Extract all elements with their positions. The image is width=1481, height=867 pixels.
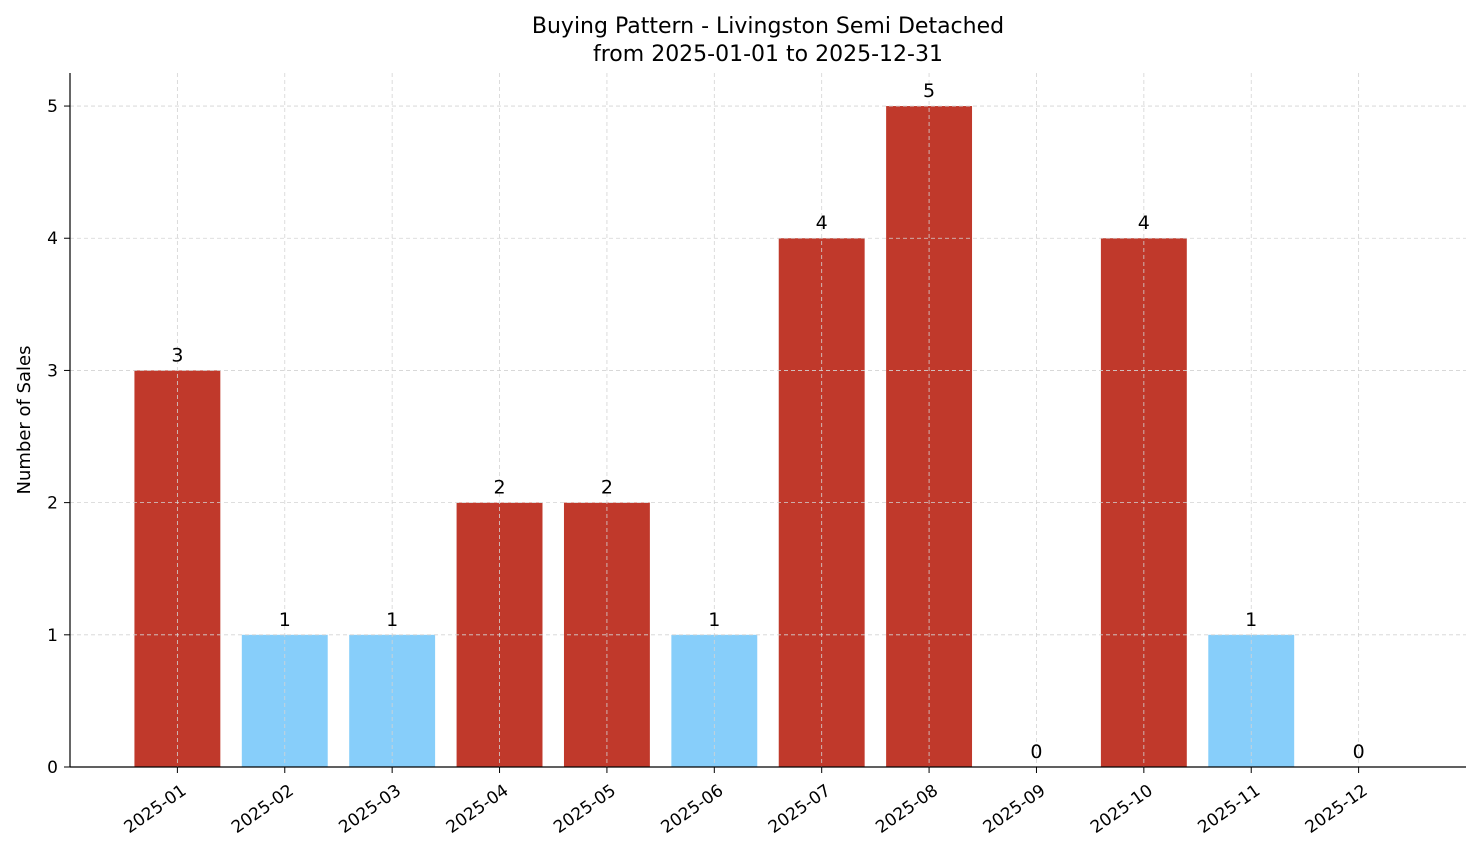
y-tick-label: 2 (47, 494, 58, 514)
x-tick-label: 2025-01 (121, 781, 191, 838)
data-label-2025-09: 0 (1030, 741, 1042, 763)
x-tick-label: 2025-06 (658, 781, 728, 838)
y-tick-label: 5 (47, 97, 58, 117)
y-tick-label: 3 (47, 361, 58, 381)
bar-2025-08 (886, 106, 973, 768)
x-tick-label: 2025-12 (1302, 781, 1372, 838)
x-tick-label: 2025-04 (443, 781, 513, 838)
data-label-2025-08: 5 (923, 80, 935, 102)
x-tick-label: 2025-08 (872, 781, 942, 838)
y-tick-label: 1 (47, 626, 58, 646)
y-axis-label: Number of Sales (14, 345, 35, 494)
data-label-2025-07: 4 (816, 212, 828, 234)
x-tick-label: 2025-05 (550, 781, 620, 838)
data-labels: 3 1 1 2 2 1 4 5 0 4 1 0 (171, 80, 1364, 763)
data-label-2025-06: 1 (708, 609, 720, 631)
data-label-2025-02: 1 (279, 609, 291, 631)
data-label-2025-11: 1 (1245, 609, 1257, 631)
x-tick-label: 2025-03 (335, 781, 405, 838)
data-label-2025-10: 4 (1138, 212, 1150, 234)
data-label-2025-04: 2 (493, 477, 505, 499)
data-label-2025-05: 2 (601, 477, 613, 499)
data-label-2025-12: 0 (1353, 741, 1365, 763)
y-tick-label: 4 (47, 229, 58, 249)
y-tick-label: 0 (47, 758, 58, 778)
bars (134, 106, 1295, 768)
data-label-2025-03: 1 (386, 609, 398, 631)
x-tick-label: 2025-02 (228, 781, 298, 838)
x-tick-label: 2025-11 (1194, 781, 1264, 838)
bar-2025-01 (134, 370, 221, 767)
x-tick-label: 2025-07 (765, 781, 835, 838)
x-tick-label: 2025-09 (980, 781, 1050, 838)
chart-title: Buying Pattern - Livingston Semi Detache… (532, 14, 1004, 39)
chart-subtitle: from 2025-01-01 to 2025-12-31 (593, 42, 943, 67)
data-label-2025-01: 3 (171, 344, 183, 366)
x-tick-label: 2025-10 (1087, 781, 1157, 838)
